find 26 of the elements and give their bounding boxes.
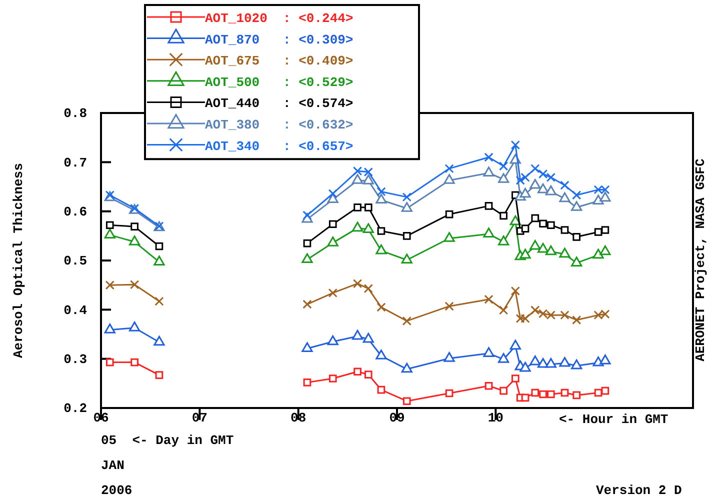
y-tick-label: 0.4 [64, 302, 88, 318]
text: 05 <- Day in GMT [101, 433, 234, 448]
y-axis-title: Aerosol Optical Thickness [11, 162, 26, 358]
x-tick-label: 09 [389, 410, 405, 426]
legend-label: AOT_440 : <0.574> [205, 96, 354, 112]
legend-label: AOT_340 : <0.657> [205, 138, 354, 154]
y-tick-label: 0.8 [64, 106, 88, 122]
y-tick-label: 0.7 [64, 155, 87, 170]
legend-label: AOT_380 : <0.632> [205, 118, 354, 132]
x-tick-label: 07 [192, 410, 208, 426]
text: 2006 [101, 483, 132, 498]
x-tick-label: 10 [488, 410, 504, 426]
legend-label: AOT_675 : <0.409> [205, 54, 354, 69]
text: AERONET Project, NASA GSFC [693, 158, 708, 362]
x-tick-label: 06 [93, 410, 109, 426]
legend-label: AOT_870 : <0.309> [205, 32, 354, 48]
x-tick-label: 08 [290, 410, 306, 426]
y-tick-label: 0.3 [64, 352, 88, 367]
y-tick-label: 0.2 [64, 401, 88, 416]
y-tick-label: 0.5 [64, 254, 88, 269]
y-tick-label: 0.6 [64, 204, 88, 220]
text: Version 2 D [596, 483, 682, 498]
text: JAN [101, 458, 124, 473]
legend-label: AOT_500 : <0.529> [205, 74, 354, 90]
x-axis-title: <- Hour in GMT [559, 412, 668, 427]
legend-label: AOT_1020 : <0.244> [205, 11, 354, 26]
